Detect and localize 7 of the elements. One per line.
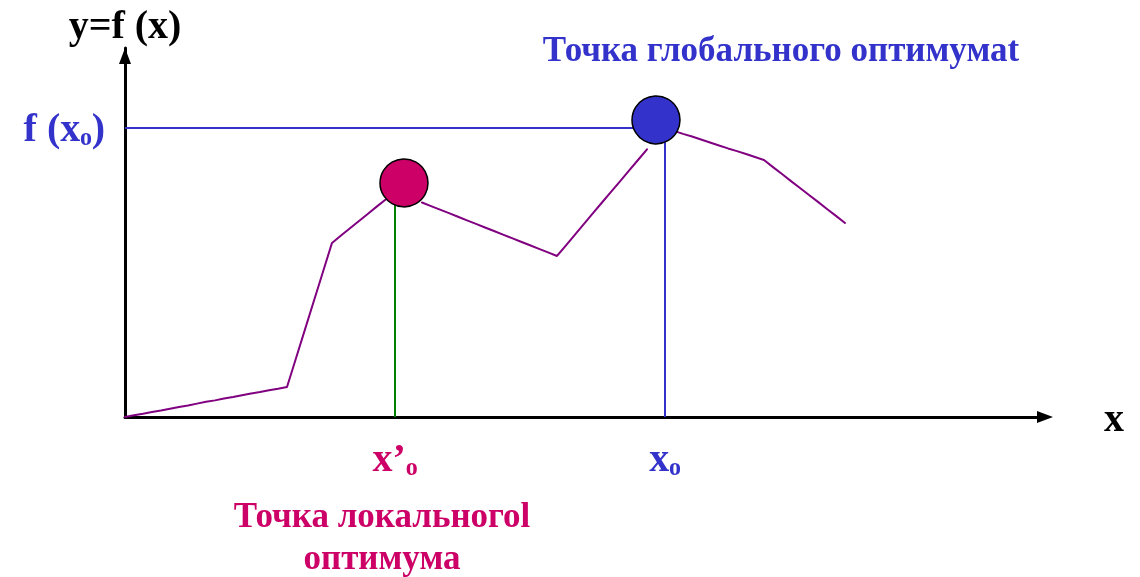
ref-line-label: f (xₒ) xyxy=(23,105,105,151)
x-axis-title: x xyxy=(1104,394,1124,440)
x-tick-label: xₒ xyxy=(649,434,681,480)
y-axis-title: y=f (x) xyxy=(68,1,182,47)
x-tick-label: x’ₒ xyxy=(372,434,418,480)
annotation: Точка глобального оптимумаt xyxy=(542,30,1020,70)
text: Точка локальногоl оптимума xyxy=(233,495,531,577)
